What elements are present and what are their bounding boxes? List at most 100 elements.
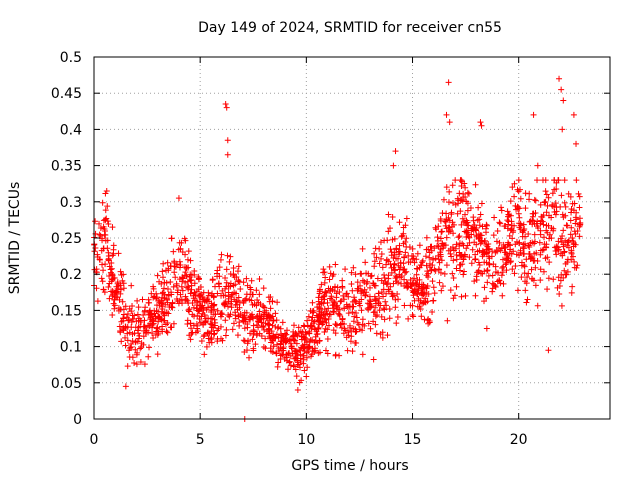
data-point <box>357 270 364 277</box>
data-point <box>411 297 418 304</box>
data-point <box>425 270 432 277</box>
data-point <box>431 290 438 297</box>
data-point <box>388 269 395 276</box>
data-point <box>393 320 400 327</box>
data-point <box>386 315 393 322</box>
data-point <box>164 299 171 306</box>
data-point <box>492 269 499 276</box>
data-point <box>387 283 394 290</box>
data-point <box>104 218 111 225</box>
data-point <box>336 289 343 296</box>
data-point <box>459 215 466 222</box>
data-point <box>443 184 450 191</box>
data-point <box>195 275 202 282</box>
data-point <box>247 286 254 293</box>
data-point <box>505 255 512 262</box>
data-point <box>297 347 304 354</box>
data-point <box>135 335 142 342</box>
data-point <box>244 340 251 347</box>
data-point <box>484 279 491 286</box>
data-point <box>265 321 272 328</box>
data-point <box>330 271 337 278</box>
data-point <box>506 212 513 219</box>
data-point <box>191 313 198 320</box>
data-point <box>457 208 464 215</box>
data-point <box>111 289 118 296</box>
data-point <box>347 338 354 345</box>
data-point <box>550 225 557 232</box>
data-point <box>361 279 368 286</box>
data-point <box>473 276 480 283</box>
data-point <box>567 217 574 224</box>
data-point <box>311 325 318 332</box>
data-point <box>500 241 507 248</box>
data-point <box>576 193 583 200</box>
data-point <box>568 205 575 212</box>
data-point <box>438 287 445 294</box>
data-point <box>485 272 492 279</box>
data-point <box>117 286 124 293</box>
data-point <box>407 277 414 283</box>
data-point <box>332 330 339 337</box>
data-point <box>490 281 497 288</box>
data-point <box>522 233 529 240</box>
data-point <box>379 334 386 341</box>
data-point <box>376 307 383 314</box>
data-point <box>187 290 194 297</box>
data-point <box>430 297 437 304</box>
data-point <box>560 243 567 250</box>
data-point <box>531 231 538 238</box>
data-point <box>521 262 528 269</box>
data-point <box>502 249 509 256</box>
data-point <box>447 287 454 294</box>
data-point <box>540 221 547 228</box>
data-point <box>450 257 457 264</box>
y-axis-label: SRMTID / TECUs <box>7 182 23 295</box>
data-point <box>300 356 307 363</box>
data-point <box>260 285 267 292</box>
data-point <box>139 296 146 303</box>
data-point <box>340 292 347 299</box>
data-point <box>315 350 322 357</box>
data-point <box>223 326 230 333</box>
data-point <box>305 313 312 320</box>
data-point <box>332 321 339 328</box>
data-point <box>445 228 452 235</box>
data-point <box>544 286 551 293</box>
data-points <box>91 75 584 422</box>
data-point <box>520 227 527 234</box>
data-point <box>358 290 365 297</box>
data-point <box>456 242 463 249</box>
data-point <box>137 345 144 352</box>
data-point <box>195 308 202 315</box>
data-point <box>145 353 152 360</box>
data-point <box>212 311 219 318</box>
data-point <box>258 333 265 340</box>
data-point <box>374 275 381 282</box>
data-point <box>419 259 426 266</box>
data-point <box>242 318 249 325</box>
data-point <box>531 196 538 203</box>
data-point <box>122 303 129 310</box>
data-point <box>210 324 217 331</box>
data-point <box>247 316 254 323</box>
data-point <box>214 267 221 274</box>
data-point <box>482 225 489 232</box>
data-point <box>359 277 366 284</box>
data-point <box>349 309 356 316</box>
data-point <box>124 330 131 337</box>
data-point <box>153 328 160 335</box>
data-point <box>332 261 339 268</box>
data-point <box>124 363 131 370</box>
data-point <box>243 295 250 302</box>
data-point <box>158 300 165 307</box>
data-point <box>98 275 105 282</box>
data-point <box>479 223 486 230</box>
data-point <box>516 252 523 259</box>
data-point <box>445 199 452 206</box>
data-point <box>515 177 522 184</box>
data-point <box>160 274 167 281</box>
data-point <box>345 332 352 339</box>
data-point <box>175 195 182 202</box>
data-point <box>339 284 346 291</box>
